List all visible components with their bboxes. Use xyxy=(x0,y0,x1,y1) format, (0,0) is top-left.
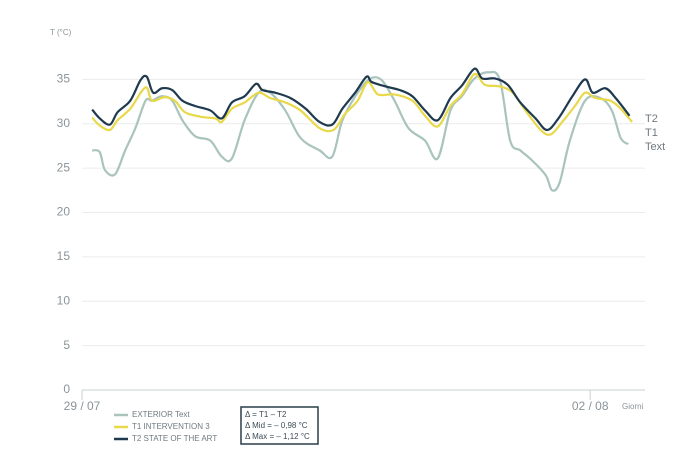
legend-label: T2 STATE OF THE ART xyxy=(132,434,217,443)
y-tick-label: 10 xyxy=(57,293,71,307)
end-label: T1 xyxy=(645,127,658,139)
legend-label: EXTERIOR Text xyxy=(132,410,190,419)
x-tick-label: 29 / 07 xyxy=(64,399,101,413)
legend-label: T1 INTERVENTION 3 xyxy=(132,422,210,431)
y-tick-label: 15 xyxy=(57,249,71,263)
y-tick-label: 0 xyxy=(63,382,70,396)
y-tick-label: 5 xyxy=(63,338,70,352)
x-tick-label: 02 / 08 xyxy=(572,399,609,413)
y-axis-label: T (°C) xyxy=(50,28,72,37)
note-line: Δ = T1 – T2 xyxy=(245,410,287,419)
note-line: Δ Max = – 1,12 °C xyxy=(245,432,310,441)
y-tick-label: 25 xyxy=(57,160,71,174)
end-label: T2 xyxy=(645,113,658,125)
y-tick-label: 30 xyxy=(57,116,71,130)
series-line xyxy=(91,70,629,192)
note-line: Δ Mid = – 0,98 °C xyxy=(245,421,308,430)
series-line xyxy=(91,72,633,136)
note-box xyxy=(240,406,319,445)
y-tick-label: 20 xyxy=(57,205,71,219)
x-axis-label: Giorni xyxy=(622,402,644,411)
series-line xyxy=(91,67,631,132)
end-label: Text xyxy=(645,141,665,153)
y-tick-label: 35 xyxy=(57,72,71,86)
